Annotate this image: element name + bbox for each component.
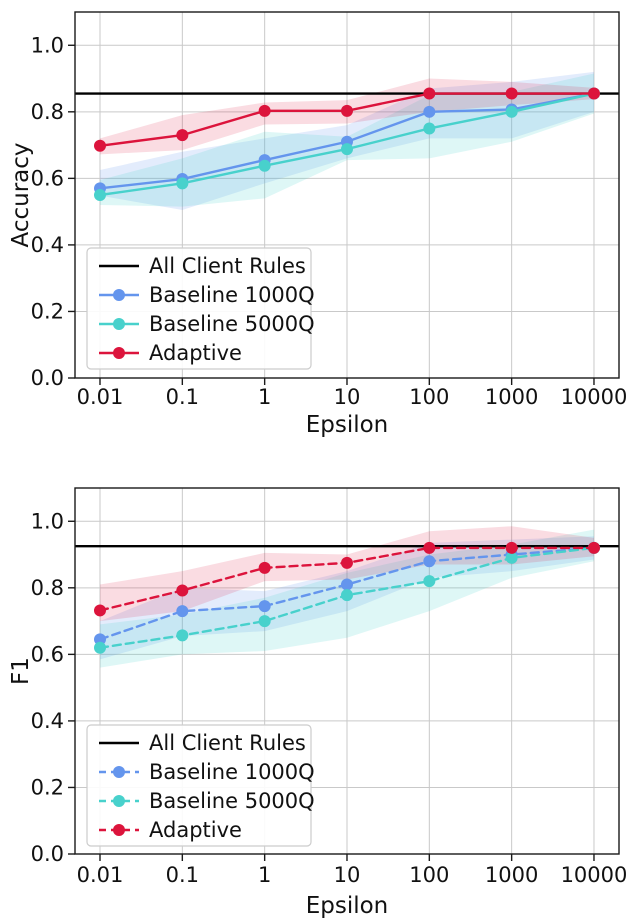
y-tick-label: 0.2: [31, 775, 64, 799]
marker-baseline-5000q: [258, 159, 271, 172]
marker-baseline-1000q: [423, 105, 436, 118]
f1-chart: 0.0 0.2 0.4 0.6 0.8 1.0 0.01 0.1 1 10 100 1000 10000…: [8, 487, 628, 919]
y-tick-label: 1.0: [31, 33, 64, 57]
x-tick-label: 1000: [485, 863, 538, 887]
marker-baseline-1000q: [340, 578, 353, 591]
marker-baseline-5000q: [340, 143, 353, 156]
marker-baseline-5000q: [94, 641, 106, 654]
marker-adaptive: [94, 139, 106, 152]
legend-sample-marker: [113, 347, 125, 359]
legend-label: Adaptive: [149, 818, 242, 842]
legend-label: Baseline 1000Q: [149, 760, 315, 784]
x-tick-label: 100: [409, 385, 449, 409]
x-tick-label: 0.01: [77, 385, 124, 409]
marker-adaptive: [505, 87, 518, 100]
x-tick-label: 1000: [485, 385, 538, 409]
y-tick-label: 0.2: [31, 299, 64, 323]
marker-adaptive: [176, 584, 189, 597]
y-tick-label: 0.6: [31, 166, 64, 190]
x-tick-label: 100: [409, 863, 449, 887]
marker-baseline-5000q: [176, 629, 189, 642]
legend-sample-marker: [113, 824, 125, 836]
x-tick-label: 1: [258, 863, 271, 887]
x-tick-label: 10000: [561, 863, 628, 887]
legend-label: All Client Rules: [149, 731, 306, 755]
x-tick-label: 1: [258, 385, 271, 409]
y-axis-label: Accuracy: [8, 142, 34, 247]
marker-adaptive: [505, 541, 518, 554]
marker-baseline-1000q: [423, 555, 436, 568]
marker-baseline-5000q: [94, 189, 106, 201]
legend-sample-marker: [113, 318, 125, 330]
y-tick-label: 0.4: [31, 709, 64, 733]
x-tick-label: 10: [334, 385, 361, 409]
marker-adaptive: [340, 104, 353, 117]
marker-adaptive: [258, 561, 271, 574]
band-adaptive: [100, 526, 594, 622]
legend-sample-marker: [113, 289, 125, 301]
legend-box: [86, 724, 312, 847]
marker-adaptive: [423, 541, 436, 554]
marker-baseline-5000q: [505, 105, 518, 118]
marker-adaptive: [258, 104, 271, 117]
marker-baseline-1000q: [258, 600, 271, 613]
x-tick-label: 0.1: [166, 385, 199, 409]
y-tick-label: 0.8: [31, 576, 64, 600]
y-axis-label: F1: [8, 657, 34, 685]
x-tick-label: 10000: [561, 385, 628, 409]
legend-label: Baseline 5000Q: [149, 789, 315, 813]
marker-baseline-5000q: [505, 551, 518, 564]
marker-adaptive: [587, 87, 600, 100]
legend-label: Baseline 1000Q: [149, 283, 315, 307]
legend-label: Adaptive: [149, 341, 242, 365]
marker-adaptive: [94, 604, 106, 617]
marker-adaptive: [423, 87, 436, 100]
x-tick-label: 0.1: [166, 863, 199, 887]
y-tick-label: 0.0: [31, 366, 64, 390]
legend-box: [86, 247, 312, 370]
accuracy-chart: 0.0 0.2 0.4 0.6 0.8 1.0 0.01 0.1 1 10 100 1000 10000…: [8, 11, 628, 438]
y-tick-label: 0.6: [31, 642, 64, 666]
marker-baseline-1000q: [176, 605, 189, 618]
x-tick-label: 0.01: [77, 863, 124, 887]
marker-baseline-5000q: [423, 575, 436, 588]
marker-baseline-5000q: [423, 122, 436, 135]
marker-baseline-5000q: [340, 589, 353, 602]
y-tick-label: 0.0: [31, 842, 64, 866]
marker-adaptive: [340, 556, 353, 569]
marker-adaptive: [587, 541, 600, 554]
marker-baseline-1000q: [94, 633, 106, 646]
marker-baseline-5000q: [258, 615, 271, 628]
x-axis-label: Epsilon: [306, 893, 389, 919]
marker-baseline-5000q: [176, 177, 189, 190]
legend-label: All Client Rules: [149, 254, 306, 278]
y-tick-label: 0.8: [31, 100, 64, 124]
x-axis-label: Epsilon: [306, 412, 389, 438]
legend-sample-marker: [113, 766, 125, 778]
y-tick-label: 0.4: [31, 233, 64, 257]
marker-adaptive: [176, 129, 189, 142]
x-tick-label: 10: [334, 863, 361, 887]
legend-label: Baseline 5000Q: [149, 312, 315, 336]
legend-sample-marker: [113, 795, 125, 807]
y-tick-label: 1.0: [31, 509, 64, 533]
